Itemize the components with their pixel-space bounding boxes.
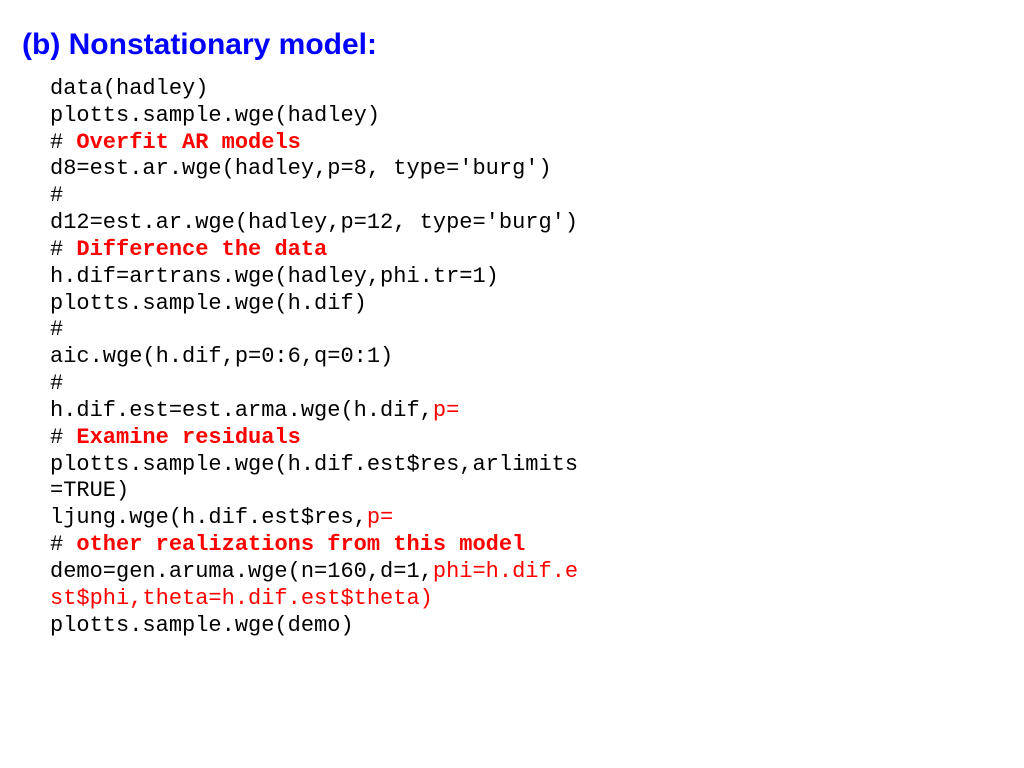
code-segment: aic.wge(h.dif,p=0:6,q=0:1): [50, 344, 393, 369]
code-segment: #: [50, 425, 76, 450]
code-segment: plotts.sample.wge(h.dif): [50, 291, 367, 316]
code-segment: #: [50, 237, 76, 262]
code-line: plotts.sample.wge(h.dif): [50, 291, 1004, 318]
code-segment: plotts.sample.wge(h.dif.est$res,arlimits: [50, 452, 578, 477]
code-segment: demo=gen.aruma.wge(n=160,d=1,: [50, 559, 433, 584]
code-line: d12=est.ar.wge(hadley,p=12, type='burg'): [50, 210, 1004, 237]
code-segment: h.dif=artrans.wge(hadley,phi.tr=1): [50, 264, 499, 289]
code-block: data(hadley)plotts.sample.wge(hadley)# O…: [50, 76, 1004, 639]
code-line: aic.wge(h.dif,p=0:6,q=0:1): [50, 344, 1004, 371]
code-segment: plotts.sample.wge(demo): [50, 613, 354, 638]
code-line: =TRUE): [50, 478, 1004, 505]
code-line: plotts.sample.wge(h.dif.est$res,arlimits: [50, 452, 1004, 479]
code-line: # other realizations from this model: [50, 532, 1004, 559]
code-segment: #: [50, 371, 63, 396]
code-line: # Examine residuals: [50, 425, 1004, 452]
code-segment: p=: [367, 505, 393, 530]
code-segment: #: [50, 183, 63, 208]
code-line: demo=gen.aruma.wge(n=160,d=1,phi=h.dif.e: [50, 559, 1004, 586]
code-segment: d8=est.ar.wge(hadley,p=8, type='burg'): [50, 156, 552, 181]
code-line: d8=est.ar.wge(hadley,p=8, type='burg'): [50, 156, 1004, 183]
code-line: #: [50, 183, 1004, 210]
code-line: # Overfit AR models: [50, 130, 1004, 157]
code-segment: Overfit AR models: [76, 130, 300, 155]
code-segment: st$phi,theta=h.dif.est$theta): [50, 586, 433, 611]
code-segment: #: [50, 532, 76, 557]
code-segment: plotts.sample.wge(hadley): [50, 103, 380, 128]
code-segment: data(hadley): [50, 76, 208, 101]
code-segment: ljung.wge(h.dif.est$res,: [50, 505, 367, 530]
code-segment: Difference the data: [76, 237, 327, 262]
code-line: st$phi,theta=h.dif.est$theta): [50, 586, 1004, 613]
code-segment: d12=est.ar.wge(hadley,p=12, type='burg'): [50, 210, 578, 235]
code-line: plotts.sample.wge(hadley): [50, 103, 1004, 130]
code-segment: p=: [433, 398, 459, 423]
code-segment: h.dif.est=est.arma.wge(h.dif,: [50, 398, 433, 423]
code-segment: phi=h.dif.e: [433, 559, 578, 584]
code-line: # Difference the data: [50, 237, 1004, 264]
code-segment: #: [50, 130, 76, 155]
section-heading: (b) Nonstationary model:: [22, 28, 1004, 62]
code-segment: Examine residuals: [76, 425, 300, 450]
code-line: #: [50, 371, 1004, 398]
code-segment: =TRUE): [50, 478, 129, 503]
code-segment: #: [50, 317, 63, 342]
code-line: h.dif.est=est.arma.wge(h.dif,p=: [50, 398, 1004, 425]
code-line: data(hadley): [50, 76, 1004, 103]
code-line: #: [50, 317, 1004, 344]
code-line: plotts.sample.wge(demo): [50, 613, 1004, 640]
code-segment: other realizations from this model: [76, 532, 525, 557]
code-line: h.dif=artrans.wge(hadley,phi.tr=1): [50, 264, 1004, 291]
code-line: ljung.wge(h.dif.est$res,p=: [50, 505, 1004, 532]
